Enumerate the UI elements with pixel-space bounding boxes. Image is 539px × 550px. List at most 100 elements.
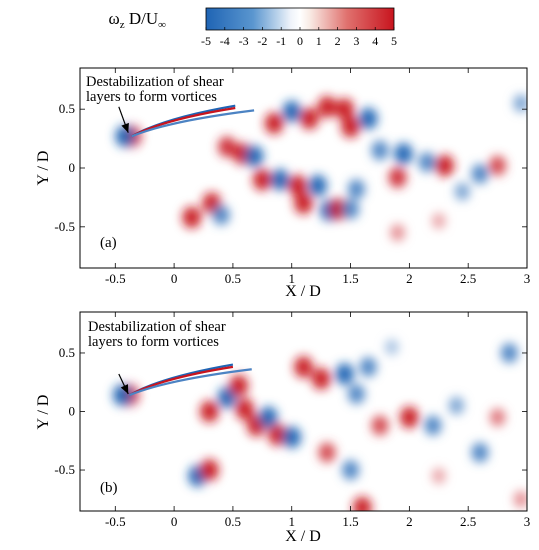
panel-b-vortex (513, 490, 527, 508)
panel-a-vortex (371, 140, 389, 161)
panel-a-y-tick-label: -0.5 (54, 219, 75, 234)
panel-a-vortex (308, 174, 328, 197)
panel-b-ticks: -0.5 0 0.5 1 1.5 2 2.5 3 -0.5 0 0.5 (54, 312, 530, 529)
panel-b-y-tick-label: 0 (69, 404, 76, 419)
panel-a-vortex (341, 116, 360, 138)
panel-a-label: (a) (100, 235, 117, 251)
panel-a-y-tick-label: 0 (69, 160, 76, 175)
panel-a-vortex (115, 125, 135, 148)
panel-b-x-tick-label: 0.5 (225, 514, 241, 529)
panel-a-vorticity-field (115, 94, 527, 242)
colorbar-tick-label: -4 (220, 34, 230, 48)
panel-b-vortex (199, 459, 219, 481)
panel-b-x-tick-label: 1 (288, 514, 295, 529)
panel-a-vortex (212, 205, 230, 225)
panel-b-vortex (199, 400, 219, 423)
panel-b-vortex (359, 357, 377, 377)
colorbar-title: ωz D/U∞ (109, 9, 167, 31)
panel-a-vortex (388, 167, 407, 188)
panel-a-vortex (252, 168, 272, 191)
panel-b-vortex (352, 496, 372, 511)
colorbar-tick-label: 5 (391, 34, 397, 48)
panel-b-label: (b) (100, 480, 118, 496)
colorbar-tick-label: -3 (239, 34, 249, 48)
panel-a-vortex (390, 224, 405, 242)
panel-b-y-axis-label: Y / D (35, 395, 52, 430)
panel-a-vortex (335, 98, 355, 120)
panel-b-vortex (371, 415, 389, 436)
colorbar-tick-label: 2 (335, 34, 341, 48)
panel-a-vortex (431, 212, 446, 229)
panel-a-vortex (317, 96, 337, 118)
panel-b-vortex (282, 426, 302, 449)
panel-a-x-tick-label: 2.5 (460, 271, 476, 286)
panel-b-arrow-head (120, 384, 129, 394)
panel-a-vortex (513, 94, 527, 113)
colorbar-tick-label: -2 (257, 34, 267, 48)
panel-a-x-tick-label: 0.5 (225, 271, 241, 286)
panel-a-vortex (489, 155, 507, 176)
panel-a-vortex (299, 107, 319, 130)
colorbar: ωz D/U∞ -5 -4 -3 -2 -1 0 1 2 3 4 5 (109, 7, 397, 48)
panel-a-vortex (358, 107, 378, 130)
panel-b-annotation-line-2: layers to form vortices (88, 334, 219, 350)
panel-a-x-tick-label: 0 (171, 271, 178, 286)
panel-a-shear-layers (131, 104, 255, 138)
panel-a-vortex (244, 145, 264, 168)
panel-a-vortex (270, 168, 290, 191)
panel-a-vortex (288, 174, 308, 197)
panel-b-x-tick-label: 2 (406, 514, 413, 529)
panel-a-vortex (418, 152, 436, 172)
panel-b-vortex (229, 374, 249, 397)
panel-b-x-tick-label: 2.5 (460, 514, 476, 529)
panel-a-x-tick-label: 2 (406, 271, 413, 286)
panel-b-vortex (489, 408, 506, 427)
panel-b-vortex (235, 398, 255, 420)
panel-a-shear-layer (131, 109, 255, 138)
panel-b-vortex (335, 363, 355, 385)
panel-b-y-tick-label: 0.5 (59, 345, 75, 360)
panel-a-vortex (264, 112, 284, 135)
colorbar-tick-label: 1 (316, 34, 322, 48)
panel-b-annotation-line-1: Destabilization of shear (88, 319, 226, 335)
panel-b-annotation-arrow (118, 373, 129, 395)
panel-b-annotation: Destabilization of shear layers to form … (88, 319, 226, 395)
colorbar-tick-label: 4 (372, 34, 378, 48)
panel-b-vortex (258, 406, 278, 429)
panel-b-vortex (500, 343, 518, 363)
panel-b-vortex (471, 442, 489, 463)
panel-b-shear-layer (128, 368, 252, 397)
panel-a-vortex (471, 164, 489, 184)
panel-a-vortex (218, 136, 237, 158)
panel-b-x-axis-label: X / D (285, 528, 321, 545)
panel-a-annotation-line-2: layers to form vortices (86, 89, 217, 105)
panel-a-annotation-line-1: Destabilization of shear (86, 74, 224, 90)
panel-a-vortex (294, 192, 313, 215)
panel-a-annotation-arrow (118, 106, 129, 133)
panel-b-vortex (384, 339, 399, 356)
panel-a-vortex (435, 154, 455, 177)
panel-a-arrow-head (121, 122, 129, 133)
panel-b-vortex (341, 460, 360, 480)
panel-a: -0.5 0 0.5 1 1.5 2 2.5 3 -0.5 0 0.5 (a) X / D Y / … (35, 67, 530, 300)
panel-a-vortex (341, 199, 360, 220)
panel-a-x-axis-label: X / D (285, 283, 321, 300)
panel-b-vortex (424, 415, 442, 436)
panel-a-x-tick-label: -0.5 (105, 271, 126, 286)
panel-a-vortex (394, 143, 413, 165)
colorbar-gradient (205, 7, 395, 31)
colorbar-tick-label: -5 (201, 34, 211, 48)
colorbar-tick-label: 0 (297, 34, 303, 48)
panel-a-x-tick-label: 3 (524, 271, 531, 286)
panel-b-vortex (294, 356, 313, 378)
panel-b-x-tick-label: 3 (524, 514, 531, 529)
colorbar-ticks: -5 -4 -3 -2 -1 0 1 2 3 4 5 (201, 27, 397, 48)
panel-a-y-axis-label: Y / D (35, 151, 52, 186)
panel-a-vortex (282, 100, 302, 123)
panel-b-vortex (448, 396, 465, 415)
panel-b-vortex (347, 384, 366, 404)
colorbar-tick-label: -1 (276, 34, 286, 48)
panel-a-ticks: -0.5 0 0.5 1 1.5 2 2.5 3 -0.5 0 0.5 (54, 68, 530, 286)
panel-b-x-tick-label: -0.5 (105, 514, 126, 529)
